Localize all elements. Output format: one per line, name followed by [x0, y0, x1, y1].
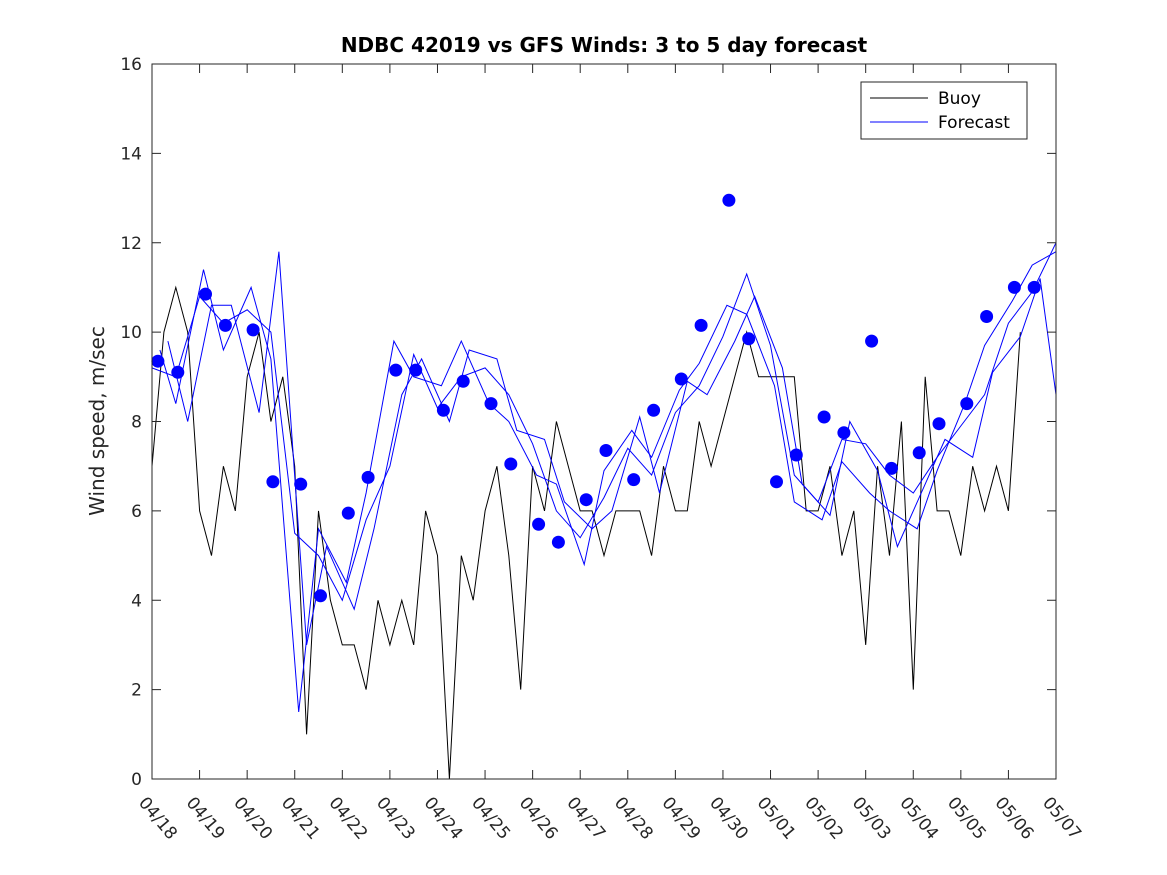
x-tick-label: 04/22	[324, 793, 371, 843]
forecast-marker	[266, 475, 280, 489]
forecast-marker	[722, 193, 736, 207]
legend-label-buoy: Buoy	[938, 89, 981, 109]
legend-box	[860, 81, 1028, 140]
y-tick-label: 10	[120, 323, 142, 343]
forecast-marker	[389, 363, 403, 377]
x-tick-label: 04/25	[467, 793, 514, 843]
x-tick-label: 05/02	[800, 793, 847, 843]
series-line-forecast-3	[167, 251, 1057, 645]
x-tick-label: 04/18	[134, 793, 181, 843]
y-tick-label: 8	[131, 413, 142, 433]
x-tick-label: 05/01	[753, 793, 800, 843]
forecast-marker	[647, 403, 661, 417]
x-tick-label: 04/21	[277, 793, 324, 843]
x-tick-label: 04/20	[229, 793, 276, 843]
x-tick-label: 05/05	[943, 793, 990, 843]
forecast-marker	[599, 444, 613, 457]
x-tick-label: 04/28	[610, 793, 657, 843]
y-axis: 0 2 4 6 8 10 12 14 16	[120, 55, 1056, 790]
forecast-marker	[980, 310, 994, 323]
forecast-marker	[341, 506, 355, 520]
y-tick-label: 16	[120, 55, 142, 75]
forecast-marker	[294, 477, 308, 491]
forecast-marker	[246, 323, 260, 337]
forecast-marker	[436, 403, 450, 417]
forecast-marker	[1007, 280, 1021, 294]
forecast-marker	[484, 397, 498, 411]
y-tick-label: 0	[131, 770, 142, 790]
y-tick-label: 12	[120, 234, 142, 254]
forecast-marker	[409, 363, 423, 377]
forecast-marker	[742, 332, 756, 346]
forecast-marker	[456, 374, 470, 388]
y-tick-label: 6	[131, 502, 142, 522]
x-tick-label: 04/27	[562, 793, 609, 843]
x-tick-label: 05/06	[991, 793, 1038, 843]
forecast-marker	[912, 446, 926, 460]
y-tick-label: 14	[120, 144, 142, 164]
x-tick-label: 05/07	[1038, 793, 1085, 843]
series-line-forecast-1	[151, 242, 1057, 602]
forecast-marker	[171, 365, 185, 379]
x-tick-label: 04/29	[658, 793, 705, 843]
forecast-marker	[694, 318, 708, 332]
forecast-marker	[932, 417, 946, 431]
forecast-marker	[218, 318, 232, 332]
plot-frame	[151, 63, 1057, 780]
x-tick-label: 04/26	[515, 793, 562, 843]
x-tick-label: 04/30	[705, 793, 752, 843]
series-line-buoy	[151, 285, 1021, 780]
forecast-marker	[674, 372, 688, 386]
x-tick-label: 04/24	[420, 793, 467, 843]
x-tick-label: 05/04	[895, 793, 942, 843]
plot-area	[151, 193, 1057, 780]
forecast-marker	[789, 448, 803, 462]
forecast-marker	[837, 426, 851, 440]
forecast-marker	[960, 397, 974, 411]
forecast-marker	[199, 287, 212, 301]
forecast-marker	[885, 461, 898, 475]
forecast-marker	[817, 410, 831, 424]
forecast-marker	[865, 334, 879, 348]
y-tick-label: 2	[131, 681, 142, 701]
forecast-marker	[361, 470, 375, 484]
forecast-marker	[314, 589, 327, 603]
forecast-marker	[532, 517, 546, 531]
forecast-marker	[504, 457, 518, 471]
x-tick-label: 04/19	[182, 793, 229, 843]
forecast-marker	[579, 493, 593, 507]
forecast-marker	[551, 535, 565, 549]
chart-title: NDBC 42019 vs GFS Winds: 3 to 5 day fore…	[341, 33, 868, 57]
forecast-marker	[151, 354, 165, 368]
y-axis-label: Wind speed, m/sec	[85, 326, 109, 516]
x-tick-label: 04/23	[372, 793, 419, 843]
legend-label-forecast: Forecast	[938, 113, 1010, 133]
forecast-marker	[770, 475, 783, 489]
legend: Buoy Forecast	[860, 81, 1028, 140]
x-tick-label: 05/03	[848, 793, 895, 843]
forecast-marker	[1027, 280, 1041, 294]
y-tick-label: 4	[131, 591, 142, 611]
forecast-marker	[627, 473, 641, 487]
